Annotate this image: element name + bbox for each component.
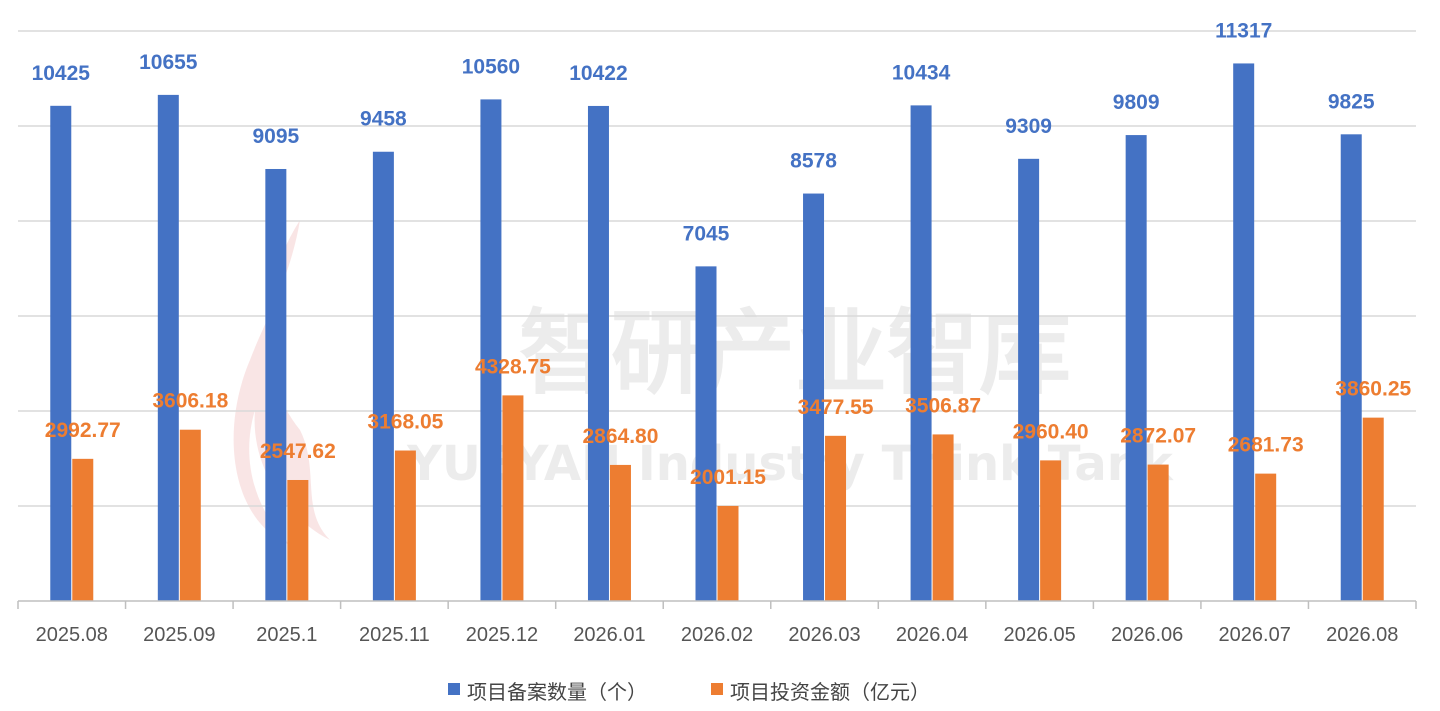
data-label-amount: 4328.75 — [475, 355, 551, 378]
bar-amount — [179, 429, 201, 601]
gridlines — [18, 30, 1416, 507]
data-label-count: 10434 — [892, 61, 951, 84]
bar-count — [587, 105, 609, 601]
data-label-amount: 2864.80 — [583, 425, 659, 448]
bar-amount — [717, 505, 739, 601]
x-tick-label: 2026.04 — [896, 624, 968, 646]
bar-count — [1340, 134, 1362, 601]
bar-amount — [1255, 473, 1277, 601]
data-label-count: 9309 — [1005, 115, 1052, 138]
watermark-cn-text: 智研产业智库 — [519, 300, 1071, 407]
data-label-amount: 3860.25 — [1335, 378, 1411, 401]
x-tick-label: 2026.07 — [1219, 624, 1291, 646]
bar-count — [1233, 63, 1255, 601]
data-label-count: 10425 — [32, 62, 91, 85]
data-label-amount: 2681.73 — [1228, 434, 1304, 457]
data-label-amount: 3477.55 — [798, 396, 874, 419]
x-tick-label: 2026.08 — [1326, 624, 1398, 646]
bar-amount — [1040, 460, 1062, 601]
bar-count — [803, 193, 825, 602]
bar-count — [157, 94, 179, 601]
bar-amount — [394, 450, 416, 601]
bar-count — [265, 168, 287, 602]
data-label-count: 11317 — [1215, 19, 1272, 42]
data-label-count: 9095 — [252, 125, 299, 148]
data-label-amount: 2992.77 — [45, 419, 121, 442]
x-tick-label: 2026.03 — [788, 624, 860, 646]
legend-swatch-count — [448, 683, 460, 695]
x-tick-label: 2026.02 — [681, 624, 753, 646]
data-label-count: 10560 — [462, 55, 520, 78]
data-label-amount: 3506.87 — [905, 394, 981, 417]
data-label-count: 9458 — [360, 108, 407, 131]
x-tick-label: 2026.01 — [573, 624, 645, 646]
bar-amount — [825, 435, 847, 601]
bar-amount — [287, 479, 309, 601]
x-axis: 2025.08 2025.09 2025.1 2025.11 2025.12 2026.0… — [17, 600, 1417, 646]
legend-label-amount: 项目投资金额（亿元） — [730, 680, 930, 704]
x-tick-label: 2025.09 — [143, 624, 215, 646]
legend-item-amount: 项目投资金额（亿元） — [711, 680, 930, 704]
x-tick-label: 2025.12 — [466, 624, 538, 646]
bar-amount — [609, 464, 631, 601]
x-tick-label: 2025.1 — [256, 624, 317, 646]
data-label-count: 10655 — [139, 51, 198, 74]
watermark-flame-logo — [233, 220, 330, 545]
bar-count — [480, 99, 502, 602]
bar-count — [1125, 135, 1147, 601]
data-label-count: 9809 — [1113, 91, 1160, 114]
data-label-amount: 3168.05 — [367, 411, 443, 434]
legend-item-count: 项目备案数量（个） — [448, 680, 647, 704]
bar-count — [910, 105, 932, 601]
data-label-amount: 2872.07 — [1120, 425, 1196, 448]
x-tick-label: 2026.06 — [1111, 624, 1183, 646]
bar-count — [695, 266, 717, 601]
bar-amount — [1362, 417, 1384, 601]
legend-swatch-amount — [711, 683, 723, 695]
data-label-count: 7045 — [683, 222, 730, 245]
data-label-count: 9825 — [1328, 90, 1375, 113]
data-label-count: 8578 — [790, 150, 837, 173]
legend-label-count: 项目备案数量（个） — [467, 680, 647, 704]
data-label-count: 10422 — [569, 62, 627, 85]
bar-amount — [932, 434, 954, 601]
bar-count — [1018, 158, 1040, 601]
legend: 项目备案数量（个） 项目投资金额（亿元） — [448, 680, 930, 704]
data-labels: 10425 2992.77 10655 3606.18 9095 2547.62 9458 3… — [32, 19, 1412, 489]
bar-amount — [502, 395, 524, 601]
bar-count — [372, 151, 394, 601]
x-tick-label: 2025.11 — [359, 624, 430, 646]
x-tick-label: 2025.08 — [36, 624, 108, 646]
bars — [50, 63, 1384, 602]
data-label-amount: 2547.62 — [260, 440, 336, 463]
bar-amount — [1147, 464, 1169, 601]
data-label-amount: 2001.15 — [690, 466, 766, 489]
bar-amount — [72, 458, 94, 601]
data-label-amount: 2960.40 — [1013, 420, 1089, 443]
bar-count — [50, 105, 72, 601]
data-label-amount: 3606.18 — [152, 390, 228, 413]
x-tick-label: 2026.05 — [1003, 624, 1075, 646]
